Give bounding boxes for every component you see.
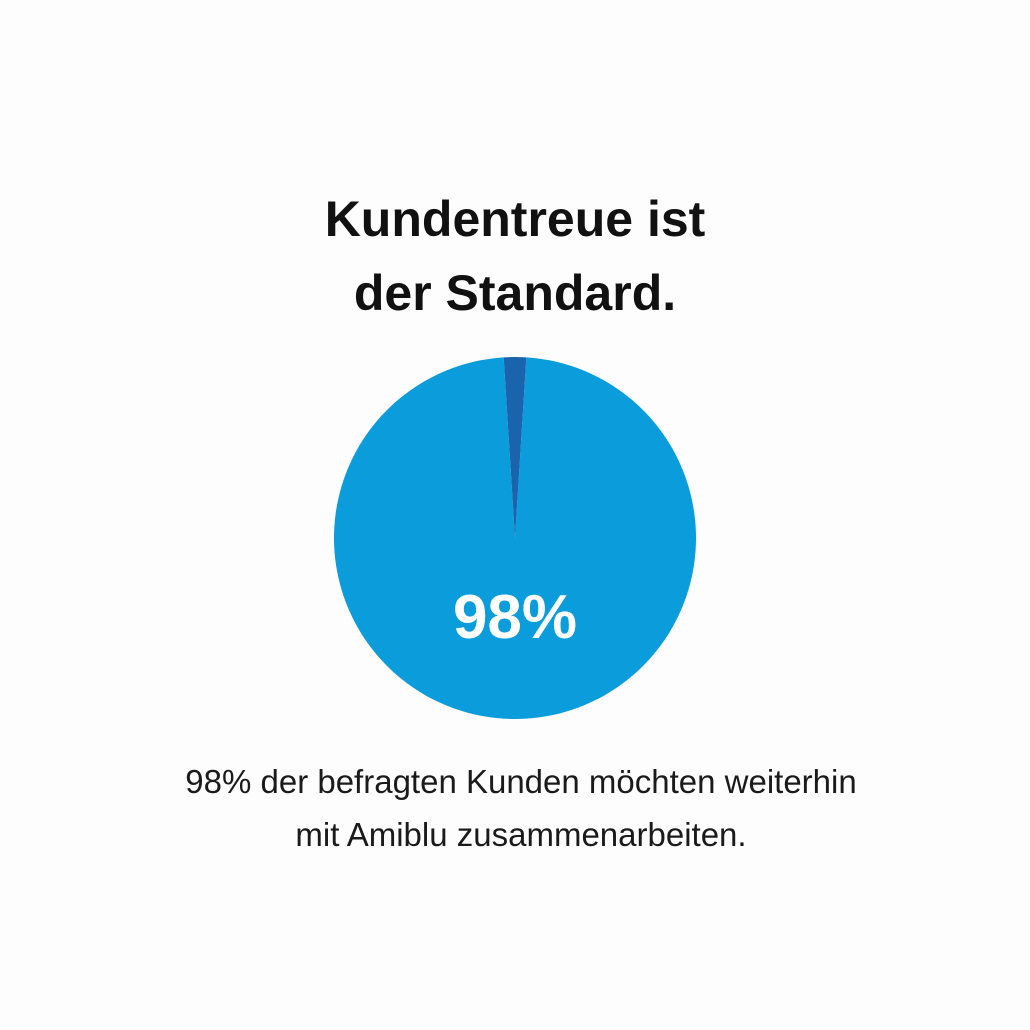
chart-title: der Standard. [354,265,676,321]
caption: mit Amiblu zusammenarbeiten. [295,816,746,853]
pie-slice [334,357,696,719]
value-label: 98% [453,583,577,652]
pie: 98% [334,357,696,719]
pie-slice [503,357,527,538]
caption: 98% der befragten Kunden möchten weiterh… [185,763,856,800]
chart-title: Kundentreue ist [325,191,706,247]
